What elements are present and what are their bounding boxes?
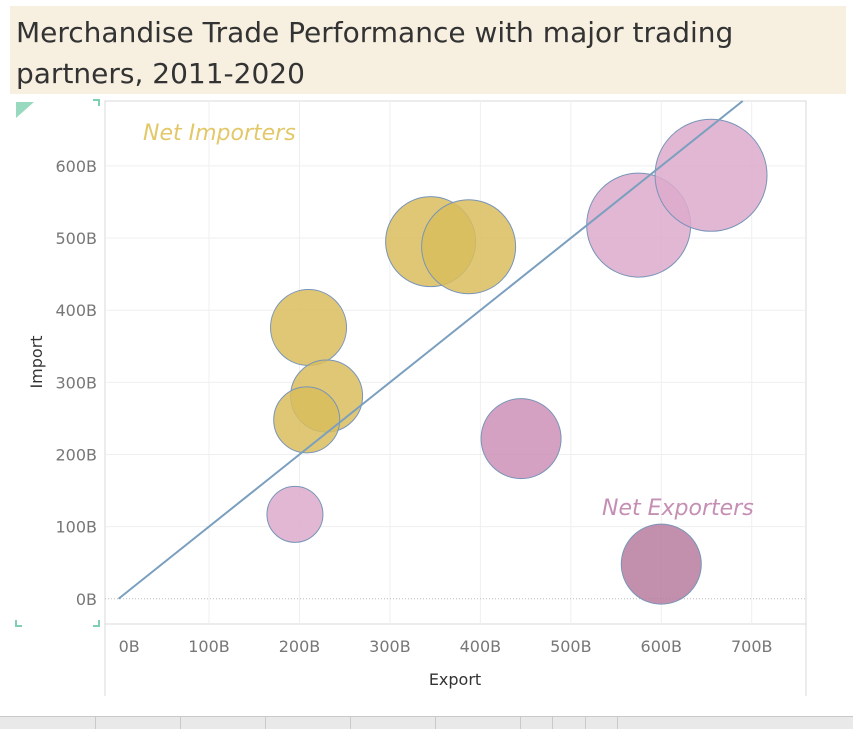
y-tick-label: 300B	[55, 373, 97, 392]
bubble-importer[interactable]	[421, 199, 517, 295]
bubble-exporter_mid[interactable]	[480, 398, 562, 480]
y-axis-title: Import	[27, 335, 46, 388]
x-axis-title: Export	[429, 670, 481, 689]
bubble-exporter_light[interactable]	[654, 118, 768, 232]
bubble-exporter_light[interactable]	[266, 485, 324, 543]
x-tick-label: 100B	[188, 637, 230, 656]
corner-mark-top-left	[16, 102, 34, 118]
bubble-importer[interactable]	[270, 289, 348, 367]
corner-mark-bottom-left	[15, 620, 22, 627]
corner-mark-bottom-right	[93, 620, 100, 627]
bottom-tab-bar	[0, 716, 853, 729]
title-band	[10, 6, 846, 94]
x-tick-label: 700B	[731, 637, 773, 656]
y-tick-label: 400B	[55, 301, 97, 320]
annotation-net-exporters: Net Exporters	[602, 496, 754, 521]
x-tick-label: 0B	[119, 637, 140, 656]
x-tick-label: 500B	[550, 637, 592, 656]
annotation-net-importers: Net Importers	[143, 121, 296, 146]
reference-line	[117, 100, 744, 600]
x-tick-label: 300B	[369, 637, 411, 656]
x-tick-label: 600B	[641, 637, 683, 656]
x-tick-label: 400B	[460, 637, 502, 656]
y-tick-label: 200B	[55, 445, 97, 464]
y-tick-label: 600B	[55, 157, 97, 176]
bubble-importer[interactable]	[273, 386, 341, 454]
y-tick-label: 500B	[55, 229, 97, 248]
chart-title: Merchandise Trade Performance with major…	[16, 16, 734, 90]
corner-mark-top-right	[93, 99, 100, 106]
x-tick-label: 200B	[279, 637, 321, 656]
bubble-exporter_dark[interactable]	[620, 523, 702, 605]
y-tick-label: 0B	[76, 590, 97, 609]
y-tick-label: 100B	[55, 518, 97, 537]
